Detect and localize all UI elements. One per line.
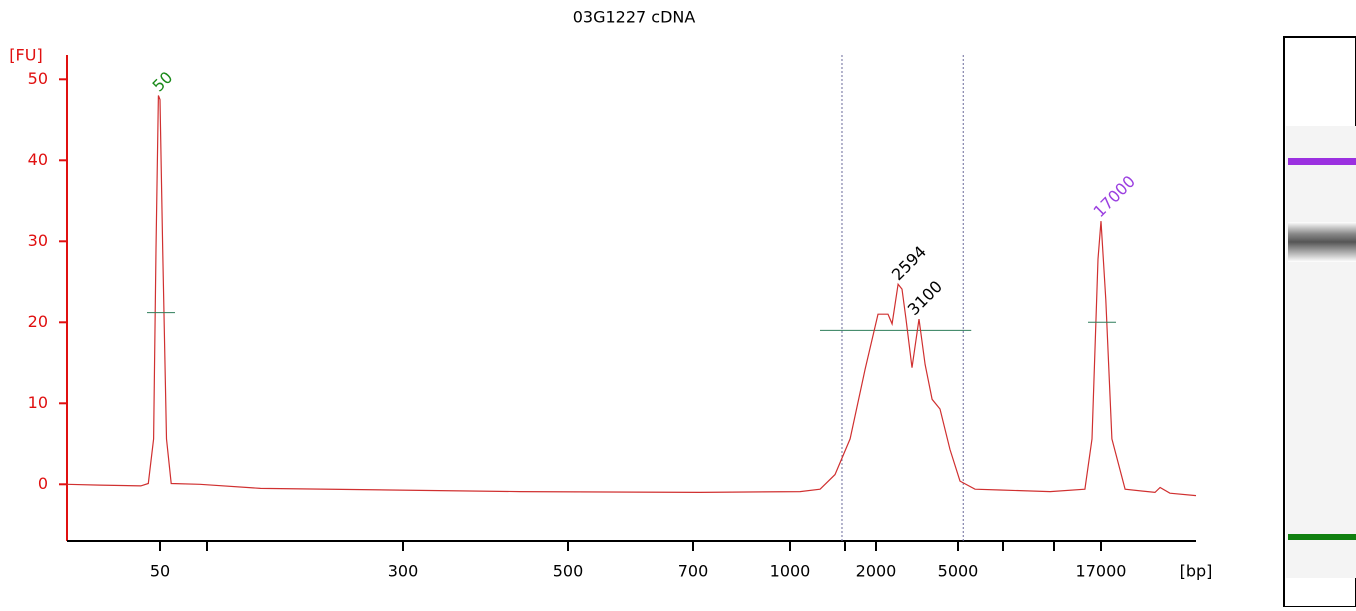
peak-label: 50 — [149, 68, 177, 96]
x-tick-label: 5000 — [938, 562, 979, 581]
x-tick-label: 17000 — [1076, 562, 1127, 581]
y-axis-label: [FU] — [9, 46, 42, 65]
chart-title: 03G1227 cDNA — [573, 8, 696, 27]
y-tick-label: 0 — [38, 474, 48, 493]
y-tick-label: 30 — [28, 231, 48, 250]
x-tick-label: 700 — [678, 562, 709, 581]
peak-label: 2594 — [888, 242, 930, 284]
y-tick-label: 10 — [28, 393, 48, 412]
peak-label: 17000 — [1090, 172, 1139, 221]
y-tick-label: 20 — [28, 312, 48, 331]
gel-lane — [1283, 36, 1356, 608]
x-tick-label: 50 — [150, 562, 170, 581]
x-tick-label: 500 — [553, 562, 584, 581]
y-tick-label: 50 — [28, 69, 48, 88]
x-tick-label: 1000 — [770, 562, 811, 581]
trace — [66, 95, 1197, 497]
peak-label: 3100 — [904, 277, 946, 319]
y-tick-label: 40 — [28, 150, 48, 169]
x-tick-label: 300 — [388, 562, 419, 581]
x-tick-label: 2000 — [856, 562, 897, 581]
x-axis-label: [bp] — [1180, 562, 1213, 581]
